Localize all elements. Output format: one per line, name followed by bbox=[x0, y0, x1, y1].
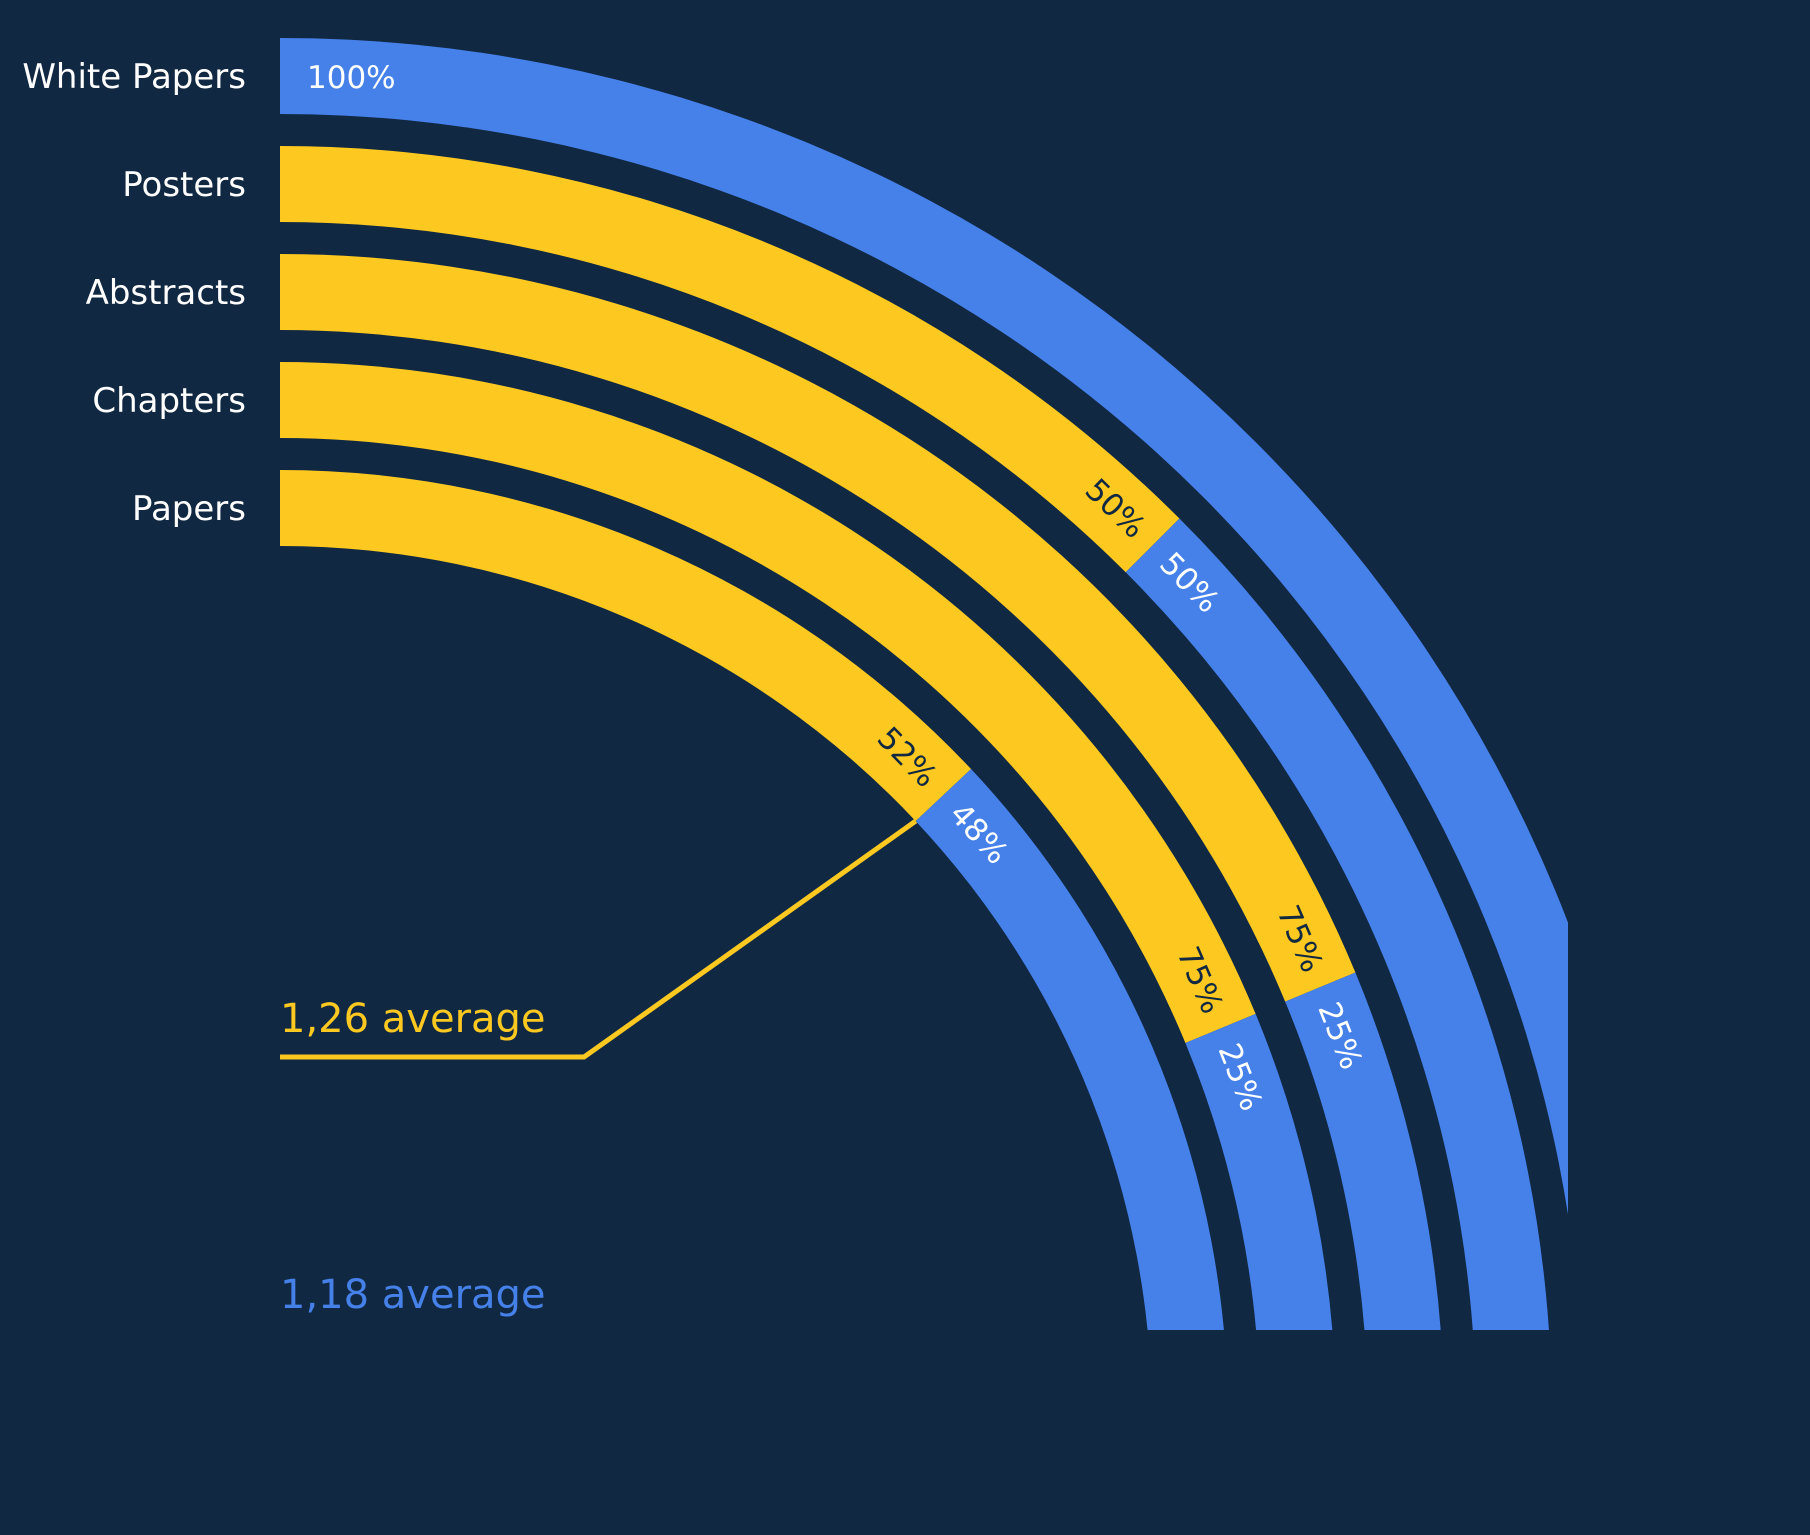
category-label-chapters: Chapters bbox=[92, 381, 246, 421]
arc-segment-white-papers-series-2 bbox=[280, 38, 1568, 1215]
arc-segment-papers-series-2 bbox=[915, 769, 1224, 1330]
average-a-label: 1,26 average bbox=[280, 996, 546, 1042]
arc-segment-posters-series-2 bbox=[1125, 518, 1549, 1330]
segment-label-white-papers-series-2: 100% bbox=[307, 60, 396, 96]
average-b-label: 1,18 average bbox=[280, 1272, 546, 1318]
category-label-white-papers: White Papers bbox=[22, 57, 246, 97]
category-label-posters: Posters bbox=[122, 165, 246, 205]
arc-segment-chapters-series-2 bbox=[1185, 1013, 1333, 1330]
category-label-abstracts: Abstracts bbox=[86, 273, 246, 313]
arc-segment-chapters-series-1 bbox=[280, 362, 1256, 1043]
arc-layer bbox=[280, 38, 1568, 1330]
arc-segment-papers-series-1 bbox=[280, 470, 972, 822]
category-labels: White Papers Posters Abstracts Chapters Pape… bbox=[22, 57, 246, 529]
arc-segment-posters-series-1 bbox=[280, 146, 1180, 573]
radial-bar-chart: White Papers Posters Abstracts Chapters Pape… bbox=[22, 38, 1568, 1330]
category-label-papers: Papers bbox=[132, 489, 246, 529]
arc-segment-abstracts-series-1 bbox=[280, 254, 1356, 1002]
arc-segment-abstracts-series-2 bbox=[1285, 972, 1441, 1330]
average-a-leader-line bbox=[280, 819, 918, 1060]
